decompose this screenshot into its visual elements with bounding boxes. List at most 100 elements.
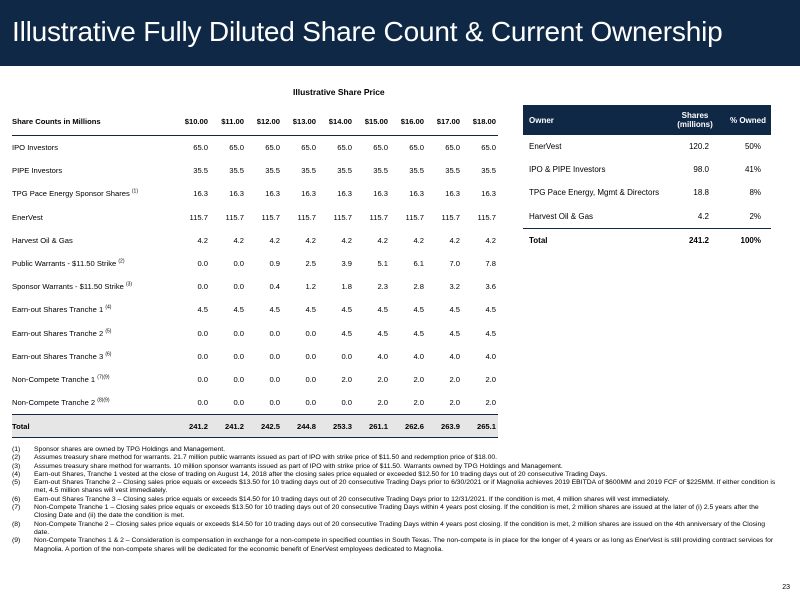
row-label: PIPE Investors [12,166,63,176]
share-value-cell: 0.0 [233,374,244,384]
share-value-cell: 5.1 [377,259,388,269]
share-value-cell: 0.0 [197,374,208,384]
share-value-cell: 4.2 [197,235,208,245]
share-value-cell: 0.0 [269,374,280,384]
share-table-row: Non-Compete Tranche 1 (7)(9) 0.0 0.0 0.0 0.0… [12,368,498,391]
row-label-cell: Earn-out Shares Tranche 3 (6) [12,345,174,368]
share-value-cell: 4.2 [449,235,460,245]
footnote-text: Sponsor shares are owned by TPG Holdings… [34,446,226,453]
row-label-cell: Earn-out Shares Tranche 1 (4) [12,298,174,321]
share-value-cell: 35.5 [193,166,208,176]
price-column-header: $16.00 [390,108,426,136]
owner-name: IPO & PIPE Investors [529,165,606,175]
footnote: (9) Non-Compete Tranches 1 & 2 – Consider… [12,537,782,554]
share-value-cell: 16.3 [445,189,460,199]
share-value-cell: 0.0 [269,398,280,408]
share-value-cell: 16.3 [481,189,496,199]
share-value-cell: 2.8 [413,282,424,292]
row-label: Non-Compete Tranche 2 [12,398,96,408]
row-label-cell: Non-Compete Tranche 1 (7)(9) [12,368,174,391]
footnote-text: Non-Compete Tranche 1 – Closing sales pr… [34,504,759,520]
share-value-cell: 16.3 [229,189,244,199]
owner-column-header: Owner [523,105,665,135]
footnote-ref: (4) [105,304,112,311]
share-value-cell: 7.0 [449,259,460,269]
footnote: (3) Assumes treasury share method for war… [12,463,782,471]
share-value-cell: 16.3 [301,189,316,199]
footnote-text: Assumes treasury share method for warran… [34,454,498,462]
footnote-number: (9) [12,537,21,545]
share-table-row: IPO Investors 65.0 65.0 65.0 65.0 65.0 65.0 65.… [12,136,498,160]
footnote-text: Earn-out Shares Tranche 2 – Closing sale… [34,479,776,495]
share-value-cell: 0.0 [269,328,280,338]
row-label: EnerVest [12,212,43,222]
price-column-header: $10.00 [174,108,210,136]
share-value-cell: 0.9 [269,259,280,269]
share-value-cell: 0.0 [197,351,208,361]
share-value-cell: 4.2 [485,235,496,245]
share-table-total-row: Total 241.2 241.2 242.5 244.8 253.3 261.1 262.6… [12,414,498,439]
share-value-cell: 4.0 [485,351,496,361]
footnote: (5) Earn-out Shares Tranche 2 – Closing s… [12,479,782,496]
share-value-cell: 35.5 [409,166,424,176]
page-title: Illustrative Fully Diluted Share Count &… [12,16,723,47]
shares-header-line1: Shares [681,111,709,120]
share-value-cell: 4.5 [341,305,352,315]
share-value-cell: 4.5 [449,305,460,315]
share-value-cell: 6.1 [413,259,424,269]
share-value-cell: 4.5 [413,305,424,315]
share-value-cell: 65.0 [193,143,208,153]
ownership-row: EnerVest 120.2 50% [523,135,771,158]
row-label: Public Warrants - $11.50 Strike [12,259,117,269]
page-number: 23 [782,584,790,591]
footnote-ref: (2) [118,258,125,265]
price-column-header: $17.00 [426,108,462,136]
price-column-header: $18.00 [462,108,498,136]
footnote: (6) Earn-out Shares Tranche 3 – Closing s… [12,496,782,504]
price-column-header: $13.00 [282,108,318,136]
share-value-cell: 0.0 [269,351,280,361]
share-value-cell: 35.5 [229,166,244,176]
footnote-ref: (8)(9) [97,397,110,404]
share-value-cell: 2.0 [485,374,496,384]
ownership-row: IPO & PIPE Investors 98.0 41% [523,158,771,181]
owner-shares: 98.0 [693,165,709,175]
footnote-ref: (7)(9) [97,374,110,381]
total-value-cell: 242.5 [246,414,282,439]
total-value-cell: 241.2 [210,414,246,439]
share-value-cell: 1.2 [305,282,316,292]
share-value-cell: 4.2 [269,235,280,245]
share-value-cell: 0.0 [197,328,208,338]
row-label-cell: Public Warrants - $11.50 Strike (2) [12,252,174,275]
row-label: Earn-out Shares Tranche 3 [12,351,104,361]
share-value-cell: 3.9 [341,259,352,269]
share-value-cell: 115.7 [477,212,496,222]
ownership-total-label: Total [523,227,665,252]
share-value-cell: 4.5 [341,328,352,338]
shares-header-line2: (millions) [677,120,713,129]
share-table-row: TPG Pace Energy Sponsor Shares (1) 16.3 16… [12,182,498,205]
ownership-table-body: EnerVest 120.2 50% IPO & PIPE Investors 98.0… [523,135,771,252]
footnotes: (1) Sponsor shares are owned by TPG Holdi… [12,446,782,554]
price-column-header: $12.00 [246,108,282,136]
row-label-cell: PIPE Investors [12,159,174,182]
share-value-cell: 0.0 [305,328,316,338]
share-value-cell: 2.0 [341,374,352,384]
share-table-row: EnerVest 115.7 115.7 115.7 115.7 115.7 115.7 11… [12,206,498,229]
footnote-number: (6) [12,495,21,503]
total-value-cell: 261.1 [354,414,390,439]
share-value-cell: 4.5 [233,305,244,315]
share-value-cell: 0.4 [269,282,280,292]
share-table-row: PIPE Investors 35.5 35.5 35.5 35.5 35.5 35.5 35… [12,159,498,182]
share-value-cell: 65.0 [373,143,388,153]
owner-name: TPG Pace Energy, Mgmt & Directors [529,188,660,198]
share-value-cell: 2.0 [413,374,424,384]
total-label: Total [12,414,174,439]
ownership-table: Owner Shares (millions) % Owned EnerVest… [523,105,771,252]
row-label: IPO Investors [12,143,59,153]
share-value-cell: 115.7 [261,212,280,222]
row-label-cell: Harvest Oil & Gas [12,229,174,252]
share-value-cell: 2.3 [377,282,388,292]
share-value-cell: 0.0 [233,328,244,338]
shares-column-header: Shares (millions) [665,105,725,135]
